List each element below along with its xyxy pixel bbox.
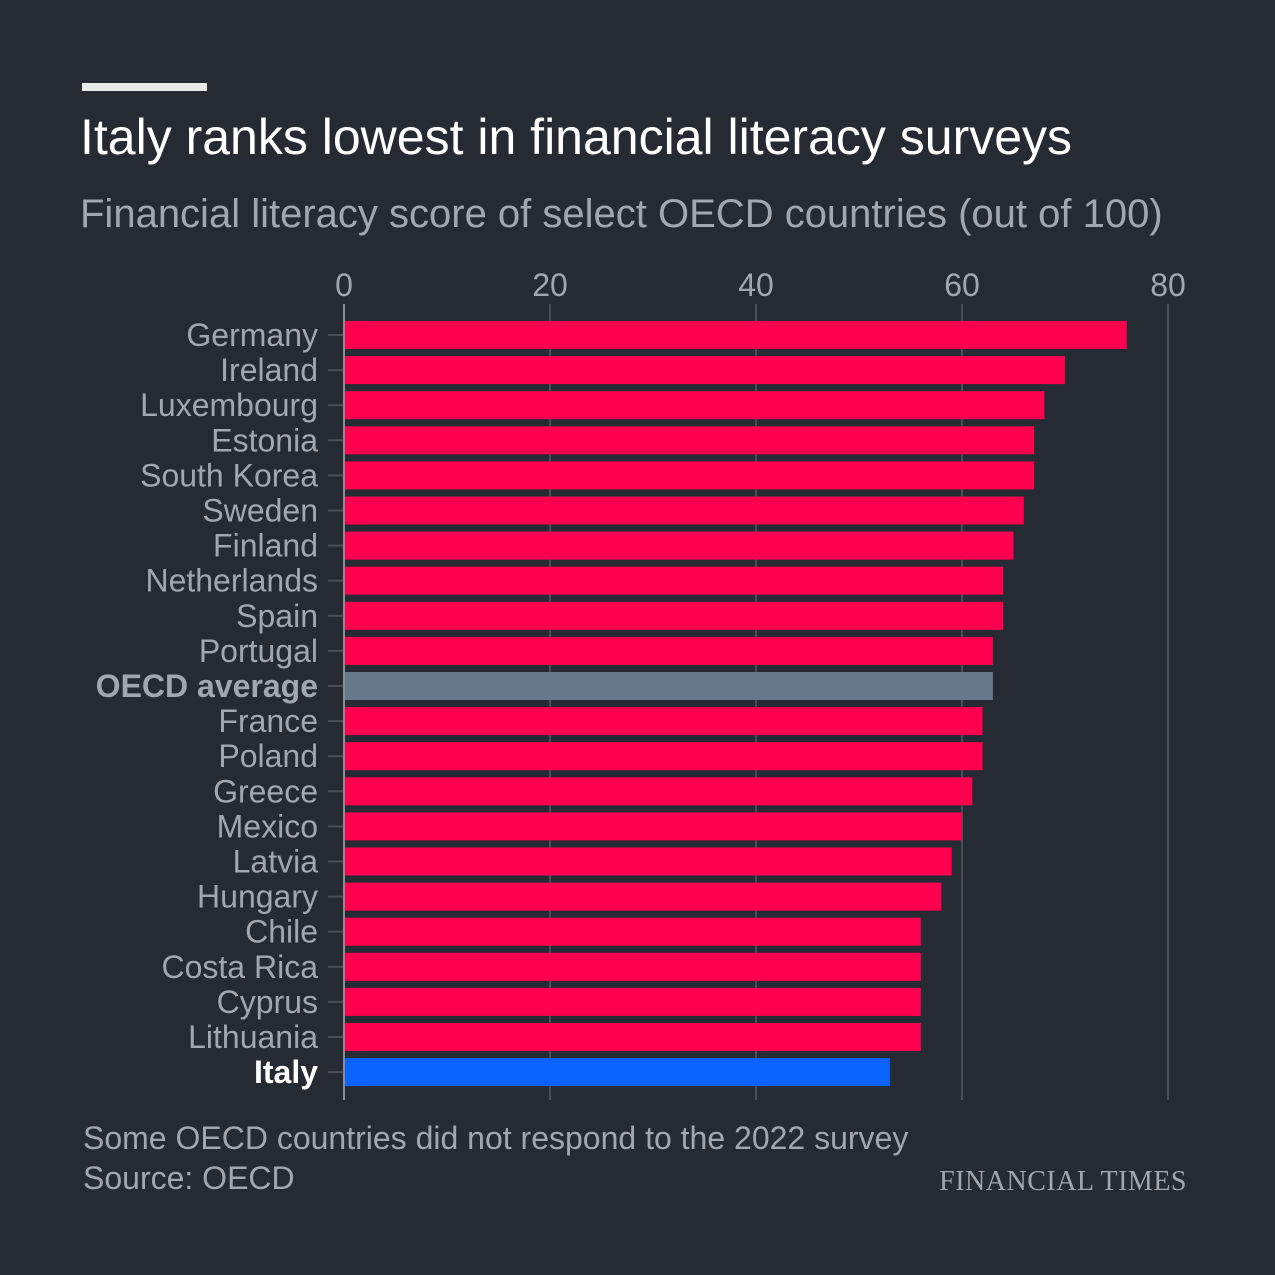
bar bbox=[344, 917, 921, 946]
category-label: Latvia bbox=[233, 844, 319, 880]
bar bbox=[344, 742, 983, 771]
category-label: Germany bbox=[186, 317, 318, 353]
category-label: Italy bbox=[254, 1054, 318, 1090]
chart-title: Italy ranks lowest in financial literacy… bbox=[80, 109, 1073, 165]
category-label: South Korea bbox=[140, 457, 318, 493]
bar bbox=[344, 707, 983, 736]
bar bbox=[344, 777, 973, 806]
category-label: Sweden bbox=[202, 493, 318, 529]
category-label: Lithuania bbox=[188, 1019, 318, 1055]
bar bbox=[344, 952, 921, 981]
bar bbox=[344, 847, 952, 876]
x-tick-label: 60 bbox=[944, 267, 980, 303]
bar bbox=[344, 882, 942, 911]
bar bbox=[344, 391, 1045, 420]
category-label: Hungary bbox=[197, 879, 318, 915]
category-label: Mexico bbox=[217, 808, 318, 844]
category-label: France bbox=[218, 703, 318, 739]
x-tick-label: 80 bbox=[1150, 267, 1186, 303]
bar bbox=[344, 1023, 921, 1051]
category-label: Portugal bbox=[199, 633, 318, 669]
category-label: Estonia bbox=[211, 422, 318, 458]
x-tick-label: 20 bbox=[532, 267, 568, 303]
x-tick-label: 40 bbox=[738, 267, 774, 303]
category-label: OECD average bbox=[96, 668, 318, 704]
category-label: Luxembourg bbox=[140, 387, 318, 423]
bar bbox=[344, 601, 1004, 630]
bar bbox=[344, 812, 962, 841]
bar bbox=[344, 356, 1065, 385]
bar bbox=[344, 672, 993, 700]
bar bbox=[344, 566, 1004, 595]
source-note: Source: OECD bbox=[83, 1160, 295, 1196]
bar bbox=[344, 1058, 890, 1087]
bar bbox=[344, 636, 993, 665]
bar bbox=[344, 461, 1035, 490]
category-label: Cyprus bbox=[217, 984, 318, 1020]
footnote: Some OECD countries did not respond to t… bbox=[83, 1120, 909, 1156]
bar bbox=[344, 496, 1024, 525]
bar bbox=[344, 987, 921, 1016]
bar bbox=[344, 321, 1127, 349]
category-label: Netherlands bbox=[145, 563, 318, 599]
category-label: Spain bbox=[236, 598, 318, 634]
category-label: Greece bbox=[213, 773, 318, 809]
ft-logo: FINANCIAL TIMES bbox=[939, 1166, 1187, 1197]
header-rule bbox=[82, 83, 207, 91]
chart-subtitle: Financial literacy score of select OECD … bbox=[80, 192, 1163, 236]
category-label: Poland bbox=[218, 738, 318, 774]
category-label: Chile bbox=[245, 914, 318, 950]
category-label: Costa Rica bbox=[162, 949, 319, 985]
category-label: Ireland bbox=[220, 352, 318, 388]
x-tick-label: 0 bbox=[335, 267, 353, 303]
bar bbox=[344, 531, 1014, 560]
category-label: Finland bbox=[213, 528, 318, 564]
bar bbox=[344, 426, 1035, 455]
